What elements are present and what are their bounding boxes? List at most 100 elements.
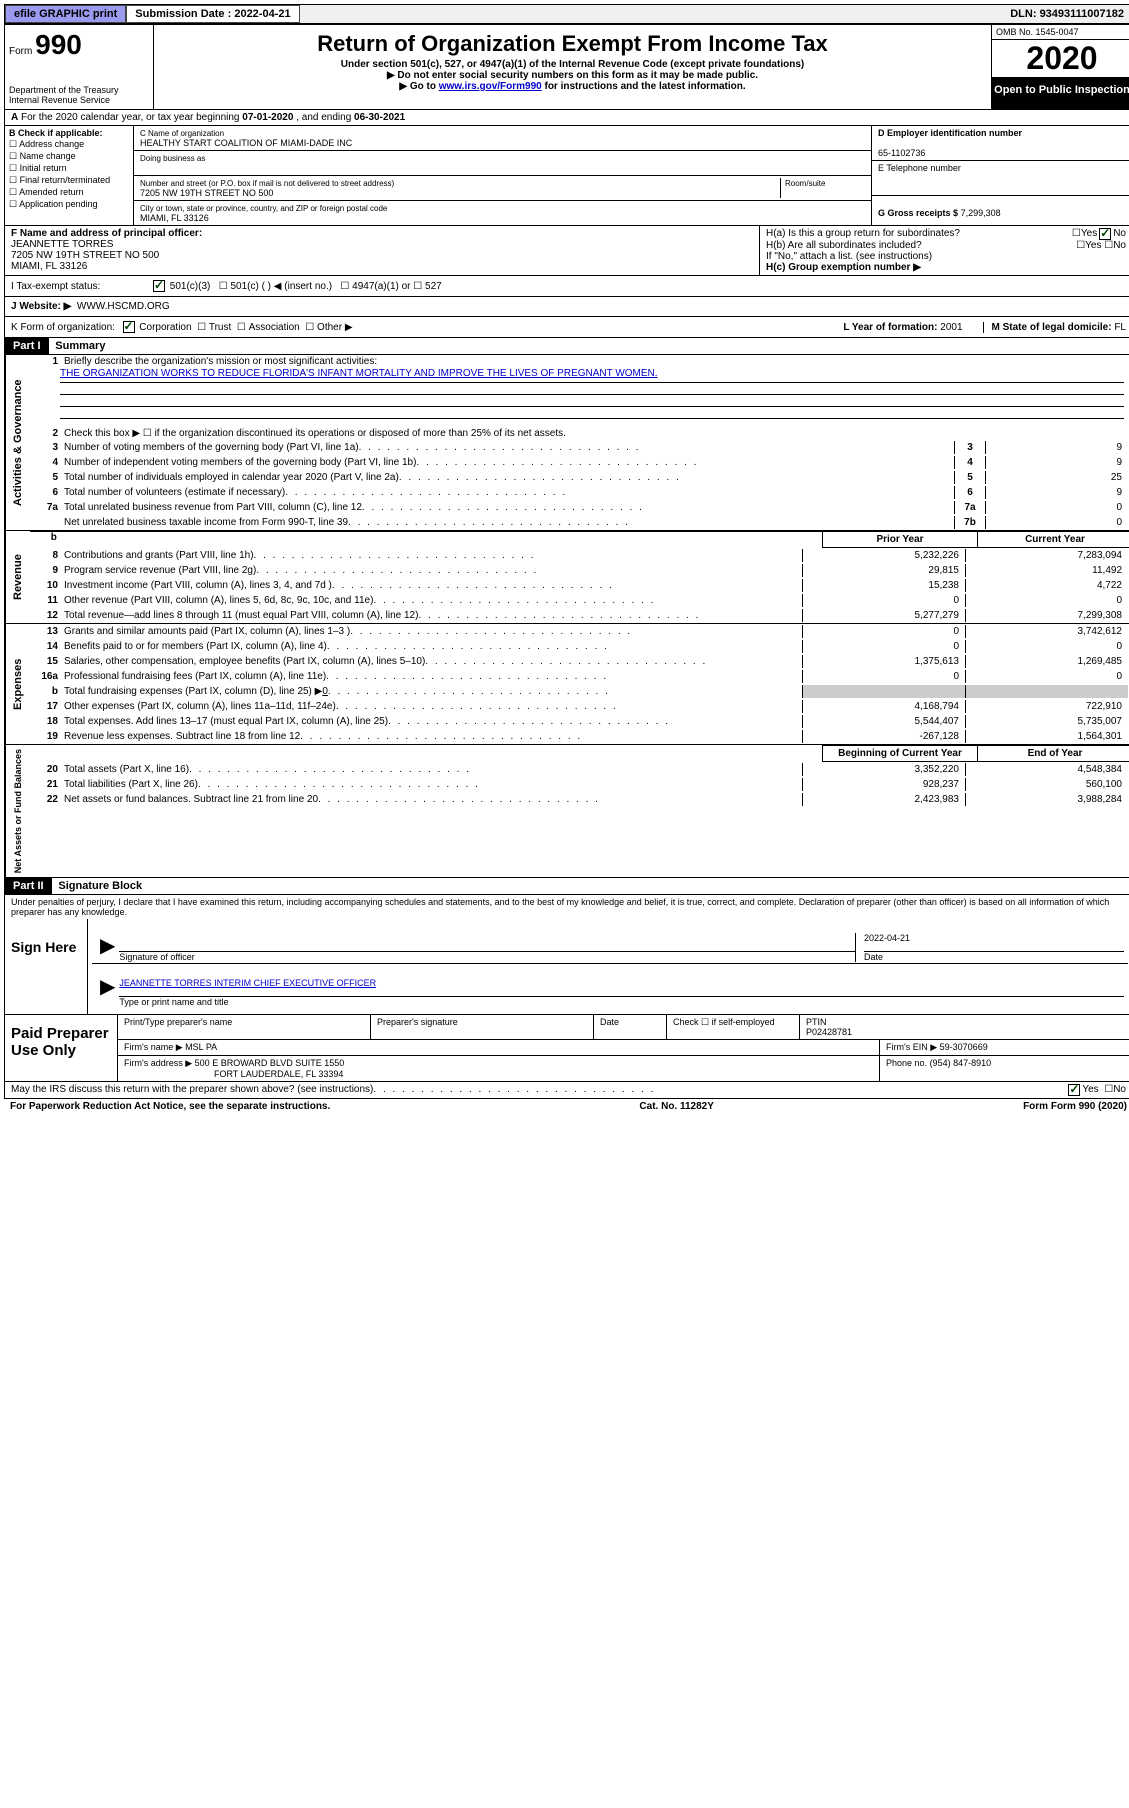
l-label: L Year of formation:	[843, 322, 937, 333]
ha-yes[interactable]: ☐Yes	[1072, 228, 1097, 240]
tax-year: 2020	[992, 40, 1129, 78]
line-a-begin: 07-01-2020	[242, 112, 293, 123]
gross-value: 7,299,308	[961, 208, 1001, 218]
ein-value: 65-1102736	[878, 148, 925, 158]
cb-501c3[interactable]	[153, 280, 165, 292]
gross-label: G Gross receipts $	[878, 208, 958, 218]
opt-trust: Trust	[209, 322, 231, 333]
arrow-icon-2: ▶	[96, 974, 119, 1007]
gov-line-6: 6Total number of volunteers (estimate if…	[30, 485, 1129, 500]
preparer-date-label: Date	[594, 1015, 667, 1039]
phone-label: E Telephone number	[878, 163, 961, 173]
footer-last: For Paperwork Reduction Act Notice, see …	[4, 1099, 1129, 1114]
ha-no: No	[1113, 228, 1126, 240]
ptin-label: PTIN	[806, 1017, 827, 1027]
part1-bar: Part I Summary	[4, 338, 1129, 355]
line-20: 20Total assets (Part X, line 16)3,352,22…	[30, 762, 1129, 777]
submission-date-value: 2022-04-21	[234, 8, 290, 20]
cb-other[interactable]: ☐	[305, 322, 314, 333]
org-name: HEALTHY START COALITION OF MIAMI-DADE IN…	[140, 138, 352, 148]
revenue-section: Revenue b Prior Year Current Year 8Contr…	[4, 531, 1129, 624]
self-employed-check[interactable]: Check ☐ if self-employed	[667, 1015, 800, 1039]
submission-date-label: Submission Date :	[135, 8, 231, 20]
m-value: FL	[1114, 322, 1126, 333]
header-left: Form 990 Department of the Treasury Inte…	[5, 25, 154, 109]
row-j-label: J Website: ▶	[11, 301, 71, 312]
dba-label: Doing business as	[140, 154, 205, 163]
part2-header: Part II	[5, 878, 52, 894]
discuss-text: May the IRS discuss this return with the…	[11, 1084, 373, 1096]
section-h: H(a) Is this a group return for subordin…	[759, 226, 1129, 275]
dln-label: DLN:	[1010, 8, 1036, 20]
hc-label: H(c) Group exemption number ▶	[766, 262, 1126, 273]
cb-association[interactable]: ☐	[237, 322, 246, 333]
cb-initial-return[interactable]: ☐ Initial return	[9, 163, 129, 174]
row-i: I Tax-exempt status: 501(c)(3) ☐ 501(c) …	[4, 276, 1129, 297]
cb-4947[interactable]: ☐	[340, 281, 349, 292]
form-ref: Form Form 990 (2020)	[1023, 1101, 1127, 1112]
line-14: 14Benefits paid to or for members (Part …	[30, 639, 1129, 654]
hb-yes[interactable]: ☐Yes	[1076, 240, 1101, 251]
irs-link[interactable]: www.irs.gov/Form990	[439, 81, 542, 92]
line-10: 10Investment income (Part VIII, column (…	[30, 578, 1129, 593]
opt-4947: 4947(a)(1) or	[352, 281, 410, 292]
section-d: D Employer identification number 65-1102…	[871, 126, 1129, 225]
firm-name: MSL PA	[185, 1042, 217, 1052]
ein-label: D Employer identification number	[878, 128, 1022, 138]
cb-527[interactable]: ☐	[413, 281, 422, 292]
gov-line-7a: 7aTotal unrelated business revenue from …	[30, 500, 1129, 515]
part1-header: Part I	[5, 338, 49, 354]
sign-here-label: Sign Here	[5, 919, 88, 1014]
dept-label: Department of the Treasury Internal Reve…	[9, 85, 149, 105]
cb-address-change[interactable]: ☐ Address change	[9, 139, 129, 150]
line-9: 9Program service revenue (Part VIII, lin…	[30, 563, 1129, 578]
cb-trust[interactable]: ☐	[197, 322, 206, 333]
discuss-no-checkbox[interactable]: ☐	[1104, 1084, 1113, 1096]
hb-note: If "No," attach a list. (see instruction…	[766, 251, 1126, 262]
ha-no-checkbox[interactable]	[1099, 228, 1111, 240]
hb-label: H(b) Are all subordinates included?	[766, 240, 1076, 251]
line-a-mid: , and ending	[296, 112, 354, 123]
line-13: 13Grants and similar amounts paid (Part …	[30, 624, 1129, 639]
end-year-header: End of Year	[977, 745, 1129, 762]
discuss-yes-checkbox[interactable]	[1068, 1084, 1080, 1096]
note2-pre: ▶ Go to	[399, 81, 438, 92]
discuss-yes: Yes	[1082, 1084, 1098, 1096]
activities-governance-label: Activities & Governance	[5, 355, 30, 530]
discuss-no: No	[1113, 1084, 1126, 1096]
line-21: 21Total liabilities (Part X, line 26)928…	[30, 777, 1129, 792]
arrow-icon: ▶	[96, 933, 119, 962]
cb-corporation[interactable]	[123, 321, 135, 333]
cb-amended-return[interactable]: ☐ Amended return	[9, 187, 129, 198]
firm-addr-label: Firm's address ▶	[124, 1058, 192, 1068]
officer-print-name: JEANNETTE TORRES INTERIM CHIEF EXECUTIVE…	[119, 974, 1124, 997]
penalties-text: Under penalties of perjury, I declare th…	[4, 895, 1129, 919]
preparer-sig-label: Preparer's signature	[371, 1015, 594, 1039]
netassets-label: Net Assets or Fund Balances	[5, 745, 30, 877]
cb-name-change[interactable]: ☐ Name change	[9, 151, 129, 162]
preparer-label: Paid Preparer Use Only	[5, 1015, 118, 1081]
mission-text: THE ORGANIZATION WORKS TO REDUCE FLORIDA…	[60, 368, 1124, 383]
efile-button[interactable]: efile GRAPHIC print	[5, 5, 126, 23]
form-number: 990	[35, 29, 82, 60]
line-12: 12Total revenue—add lines 8 through 11 (…	[30, 608, 1129, 623]
firm-name-label: Firm's name ▶	[124, 1042, 183, 1052]
beginning-year-header: Beginning of Current Year	[822, 745, 977, 762]
gov-line-7b: Net unrelated business taxable income fr…	[30, 515, 1129, 530]
form-title: Return of Organization Exempt From Incom…	[158, 31, 987, 57]
website-value: WWW.HSCMD.ORG	[77, 301, 170, 312]
form-subtitle: Under section 501(c), 527, or 4947(a)(1)…	[158, 59, 987, 70]
gov-line-4: 4Number of independent voting members of…	[30, 455, 1129, 470]
firm-ein-label: Firm's EIN ▶	[886, 1042, 937, 1052]
print-preparer-label: Print/Type preparer's name	[118, 1015, 371, 1039]
line-16a: 16aProfessional fundraising fees (Part I…	[30, 669, 1129, 684]
cb-final-return[interactable]: ☐ Final return/terminated	[9, 175, 129, 186]
section-f: F Name and address of principal officer:…	[5, 226, 759, 275]
cb-application-pending[interactable]: ☐ Application pending	[9, 199, 129, 210]
cb-501c[interactable]: ☐	[219, 281, 228, 292]
line1-label: Briefly describe the organization's miss…	[64, 356, 1128, 367]
omb-number: OMB No. 1545-0047	[992, 25, 1129, 40]
hb-no[interactable]: ☐No	[1104, 240, 1126, 251]
form-note1: ▶ Do not enter social security numbers o…	[158, 70, 987, 81]
opt-501c3: 501(c)(3)	[170, 281, 211, 292]
